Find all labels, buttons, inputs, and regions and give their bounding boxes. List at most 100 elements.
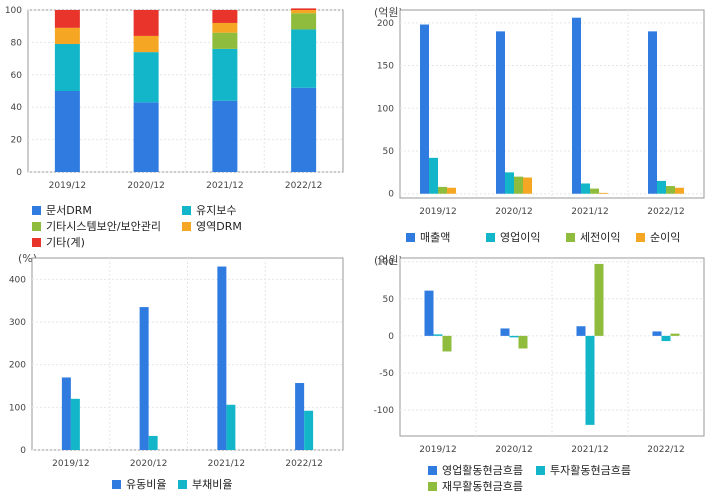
x-tick-label: 2022/12 (285, 459, 322, 469)
y-tick-label: 60 (11, 71, 23, 81)
legend-label: 유동비율 (126, 478, 167, 491)
bar (509, 335, 519, 338)
bar (304, 410, 314, 450)
bar (54, 91, 80, 172)
x-tick-label: 2019/12 (49, 181, 86, 191)
legend-item: 유동비율 (112, 476, 166, 492)
legend-swatch (32, 221, 41, 231)
x-tick-label: 2022/12 (647, 207, 684, 217)
y-tick-label: -50 (379, 369, 394, 379)
bar (442, 335, 452, 352)
legend-label: 순이익 (650, 231, 681, 244)
chart-sales-mix: 0 20 40 60 80 100 2019/12 2020/12 2021/12 2022/12 (5, 6, 344, 191)
x-tick-label: 2021/12 (571, 207, 608, 217)
legend-item: 세전이익 (566, 229, 620, 245)
y-tick-label: 0 (16, 168, 22, 178)
chart-panel-ratios: (%) 0 100 200 300 400 2019/12 2020/12 2021/12 20… (0, 248, 360, 496)
y-tick-label: 50 (383, 147, 395, 157)
legend-swatch (112, 479, 121, 489)
bar (572, 17, 581, 194)
bar (590, 188, 599, 194)
legend-item: 부채비율 (178, 476, 232, 492)
legend-label: 영역DRM (196, 220, 242, 233)
chart-cashflow: -100 -50 0 50 100 2019/12 2020/12 2021/12 2022/1… (374, 257, 705, 455)
x-tick-label: 2021/12 (206, 181, 243, 191)
legend-item: 기타시스템보안/보안관리 (32, 218, 161, 234)
y-tick-label: -100 (374, 406, 395, 416)
bar (585, 335, 595, 425)
legend-label: 기타시스템보안/보안관리 (46, 220, 162, 233)
unit-label: (억원) (374, 6, 403, 19)
legend-swatch (406, 232, 415, 242)
bar (599, 192, 608, 194)
bar (670, 333, 680, 336)
bar (429, 157, 438, 194)
bar (500, 328, 510, 336)
bar (133, 102, 159, 172)
y-tick-label: 50 (383, 295, 395, 305)
legend-label: 문서DRM (46, 204, 92, 217)
bar (54, 44, 80, 91)
bar (61, 377, 71, 450)
bar (652, 331, 662, 336)
y-tick-label: 0 (388, 332, 394, 342)
y-tick-label: 100 (377, 258, 394, 268)
x-tick-label: 2021/12 (571, 445, 608, 455)
bar (148, 435, 158, 450)
bar (212, 22, 238, 33)
legend-swatch (428, 481, 437, 491)
x-tick-label: 2019/12 (419, 207, 456, 217)
bar (291, 8, 317, 10)
x-tick-label: 2020/12 (495, 445, 532, 455)
legend-swatch (32, 205, 41, 215)
legend-label: 영업활동현금흐름 (442, 464, 523, 477)
legend-label: 유지보수 (196, 204, 237, 217)
bar (438, 186, 447, 194)
legend-label: 영업이익 (500, 231, 541, 244)
legend-swatch (486, 232, 495, 242)
y-tick-label: 300 (9, 318, 26, 328)
bar (447, 187, 456, 194)
legend-item: 유지보수 (182, 202, 236, 218)
bar (594, 263, 604, 336)
bar (217, 266, 227, 450)
legend-item: 투자활동현금흐름 (536, 462, 631, 478)
unit-label: (억원) (374, 254, 403, 267)
legend-swatch (178, 479, 187, 489)
bar (518, 335, 528, 349)
legend-item: 영업활동현금흐름 (428, 462, 523, 478)
x-tick-label: 2022/12 (285, 181, 322, 191)
bar (433, 334, 443, 336)
bar (291, 87, 317, 172)
legend-label: 재무활동현금흐름 (442, 480, 523, 493)
legend-item: 영역DRM (182, 218, 242, 234)
bar (212, 10, 238, 23)
bar (291, 13, 317, 30)
bar (291, 29, 317, 88)
bar (523, 177, 532, 194)
bar (661, 335, 671, 342)
chart-panel-sales-mix: 0 20 40 60 80 100 2019/12 2020/12 2021/12 2022/12… (0, 0, 360, 249)
legend-swatch (182, 221, 191, 231)
x-tick-label: 2020/12 (130, 459, 167, 469)
bar (514, 176, 523, 194)
bar (505, 172, 514, 194)
chart-panel-cashflow: (억원) -100 -50 0 50 100 2019/12 2020/12 2021/12 2… (360, 248, 720, 496)
y-tick-label: 0 (20, 446, 26, 456)
y-tick-label: 40 (11, 103, 23, 113)
legend-label: 매출액 (420, 231, 451, 244)
bar (675, 187, 684, 194)
bar (70, 398, 80, 450)
bar (54, 27, 80, 45)
chart-panel-profit: (억원) 0 50 100 150 200 2019/12 2020/12 2021/12 20… (360, 0, 720, 248)
legend-item: 영업이익 (486, 229, 540, 245)
legend-item: 재무활동현금흐름 (428, 478, 523, 494)
bar (420, 24, 429, 194)
x-tick-label: 2020/12 (127, 181, 164, 191)
legend-swatch (536, 465, 545, 475)
chart-profit: 0 50 100 150 200 2019/12 2020/12 2021/12 2022/12 (377, 9, 705, 217)
legend-label: 부채비율 (192, 478, 233, 491)
bar (226, 404, 236, 450)
legend-swatch (32, 237, 41, 247)
legend-label: 세전이익 (580, 231, 621, 244)
